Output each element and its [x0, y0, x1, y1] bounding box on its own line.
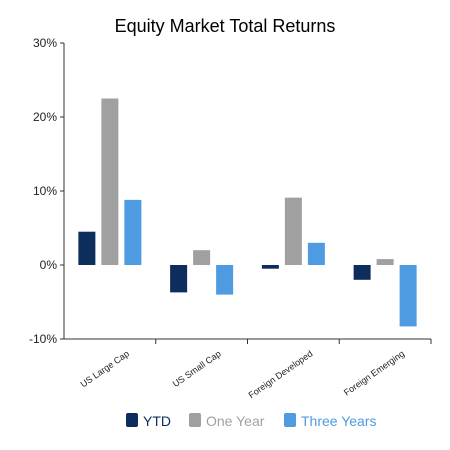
legend: YTD One Year Three Years: [126, 413, 377, 429]
y-tick-label: -10%: [29, 332, 57, 346]
y-tick-label: 20%: [33, 110, 57, 124]
legend-swatch: [189, 413, 201, 427]
legend-label: Three Years: [301, 413, 377, 429]
bar: [78, 231, 96, 265]
legend-label: One Year: [206, 413, 265, 429]
x-tick-label: Foreign Developed: [246, 348, 314, 400]
x-tick-label: Foreign Emerging: [342, 348, 406, 397]
y-tick-label: 30%: [33, 36, 57, 50]
bar: [353, 265, 371, 280]
bar: [307, 242, 325, 265]
bar: [216, 265, 234, 295]
bar: [376, 259, 394, 265]
axes: -10% 0% 10% 20% 30% US Large Cap US Small Cap F…: [29, 36, 432, 400]
x-tick-label: US Large Cap: [79, 348, 131, 389]
bars: [78, 98, 417, 327]
y-tick-label: 10%: [33, 184, 57, 198]
legend-swatch: [126, 413, 138, 427]
bar: [399, 265, 417, 327]
legend-swatch: [284, 413, 296, 427]
bar: [284, 197, 302, 265]
y-tick-label: 0%: [40, 258, 58, 272]
bar: [193, 250, 211, 265]
bar: [124, 199, 142, 265]
x-tick-label: US Small Cap: [171, 348, 223, 389]
chart-title: Equity Market Total Returns: [115, 16, 336, 36]
bar: [101, 98, 119, 265]
legend-label: YTD: [143, 413, 171, 429]
bar: [170, 265, 188, 293]
bar: [261, 265, 279, 269]
